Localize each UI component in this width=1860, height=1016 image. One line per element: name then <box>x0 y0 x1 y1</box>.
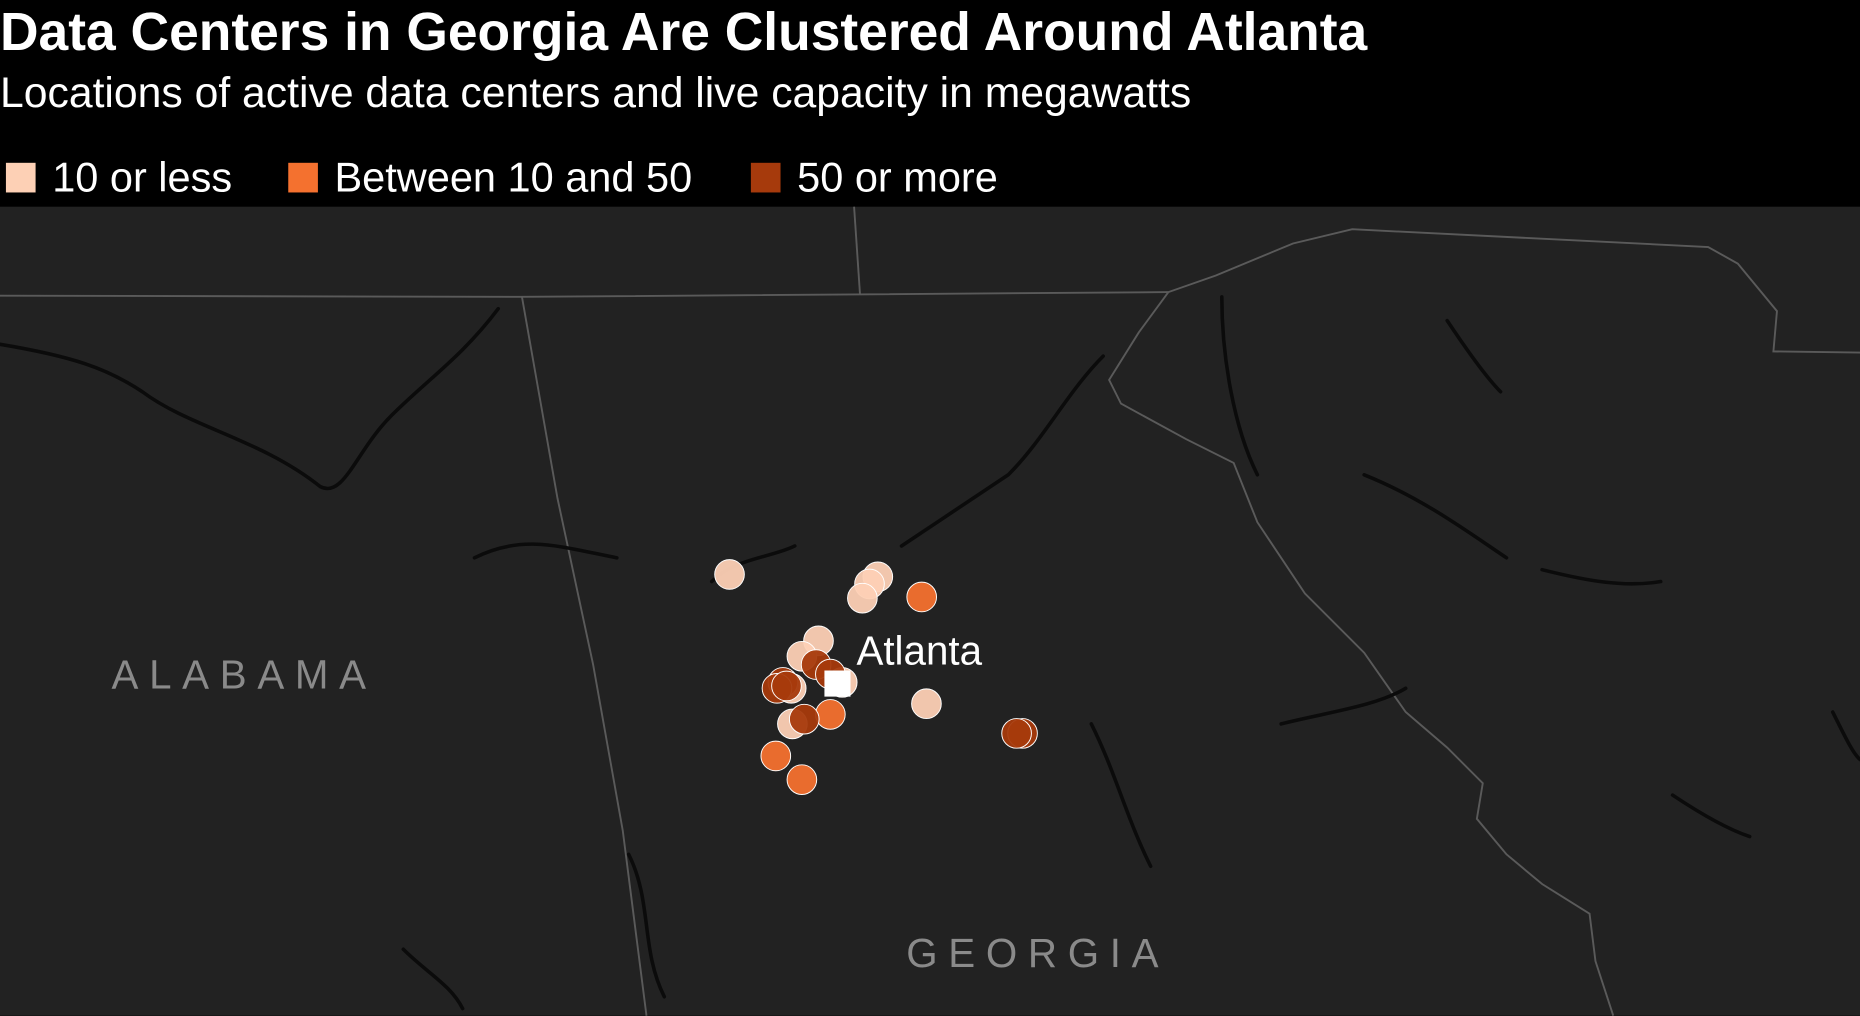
title: Data Centers in Georgia Are Clustered Ar… <box>0 3 1369 62</box>
legend-label: Between 10 and 50 <box>335 153 693 200</box>
data-center-marker <box>760 740 792 772</box>
map-background <box>0 206 1860 1016</box>
river <box>401 947 465 1011</box>
legend-label: 50 or more <box>797 153 998 200</box>
river <box>1089 722 1153 869</box>
data-center-marker <box>786 764 818 795</box>
river <box>1279 686 1408 726</box>
city-marker <box>824 670 851 697</box>
data-center-marker <box>714 559 745 590</box>
data-center-marker <box>847 582 878 614</box>
data-center-marker <box>771 670 802 702</box>
legend-swatch <box>750 162 781 193</box>
data-center-marker <box>1001 718 1032 749</box>
state-label: ALABAMA <box>112 651 377 697</box>
subtitle: Locations of active data centers and liv… <box>0 69 1191 117</box>
rivers <box>0 295 1860 1011</box>
data-center-marker <box>906 581 937 613</box>
state-borders <box>0 206 1860 1016</box>
state-border <box>1108 291 1615 1016</box>
data-center-markers <box>714 559 1038 795</box>
legend-swatch <box>288 162 318 193</box>
city-label: Atlanta <box>856 628 982 674</box>
state-border <box>0 228 1860 354</box>
legend-label: 10 or less <box>52 153 232 200</box>
data-center-marker <box>788 703 820 735</box>
river <box>626 852 667 999</box>
state-border <box>521 296 648 1016</box>
legend: 10 or less Between 10 and 50 50 or more <box>5 153 998 200</box>
river <box>1220 295 1260 477</box>
river <box>1445 318 1503 394</box>
river <box>472 542 619 560</box>
state-label: GEORGIA <box>906 930 1169 976</box>
river <box>1830 710 1860 762</box>
legend-swatch <box>5 162 36 193</box>
river <box>1540 567 1663 586</box>
river <box>1670 793 1752 839</box>
data-center-marker <box>815 699 846 730</box>
river <box>899 354 1105 548</box>
data-center-marker <box>911 688 942 720</box>
river <box>0 306 500 491</box>
state-border <box>853 206 861 295</box>
river <box>1362 473 1509 560</box>
